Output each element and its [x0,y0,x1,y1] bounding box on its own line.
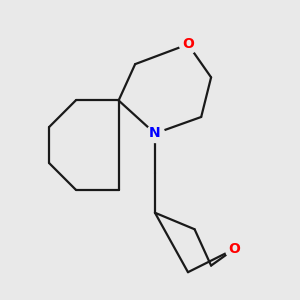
Text: O: O [228,242,240,256]
Text: N: N [149,127,161,140]
Text: O: O [182,37,194,51]
